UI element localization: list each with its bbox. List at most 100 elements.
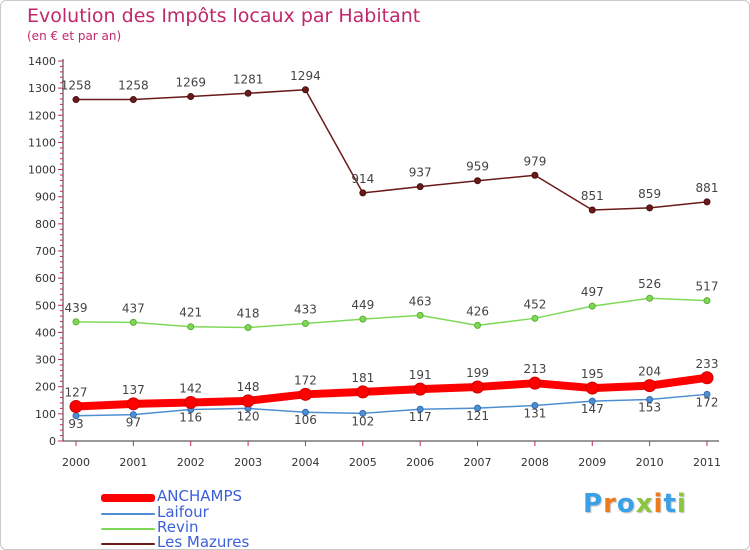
data-point-laifour bbox=[474, 404, 482, 412]
data-label-laifour: 106 bbox=[294, 413, 317, 427]
chart-title: Evolution des Impôts locaux par Habitant bbox=[27, 5, 421, 27]
data-label-revin: 418 bbox=[237, 307, 260, 321]
data-point-anchamps bbox=[643, 379, 657, 393]
proxiti-logo: Proxiti bbox=[583, 489, 687, 519]
y-tick-label: 700 bbox=[35, 245, 56, 258]
data-label-les-mazures: 859 bbox=[638, 187, 661, 201]
logo-letter: i bbox=[653, 489, 664, 519]
data-point-laifour bbox=[129, 411, 137, 419]
data-point-les-mazures bbox=[588, 206, 596, 214]
data-label-revin: 497 bbox=[581, 285, 604, 299]
data-label-les-mazures: 1258 bbox=[61, 79, 92, 93]
data-label-laifour: 116 bbox=[179, 411, 202, 425]
legend-label-anchamps: ANCHAMPS bbox=[157, 487, 243, 505]
data-point-revin bbox=[359, 315, 367, 323]
data-label-revin: 421 bbox=[179, 306, 202, 320]
data-label-anchamps: 172 bbox=[294, 373, 317, 387]
chart-subtitle: (en € et par an) bbox=[27, 29, 122, 43]
x-tick-label: 2008 bbox=[521, 456, 549, 469]
y-tick-label: 300 bbox=[35, 354, 56, 367]
y-tick-label: 100 bbox=[35, 408, 56, 421]
y-tick-label: 500 bbox=[35, 299, 56, 312]
data-label-laifour: 97 bbox=[126, 416, 141, 430]
data-point-les-mazures bbox=[301, 86, 309, 94]
data-point-laifour bbox=[588, 397, 596, 405]
x-tick-label: 2000 bbox=[62, 456, 90, 469]
data-point-anchamps bbox=[471, 380, 485, 394]
y-tick-label: 1200 bbox=[28, 109, 56, 122]
data-point-revin bbox=[646, 294, 654, 302]
data-label-revin: 463 bbox=[409, 294, 432, 308]
data-label-les-mazures: 937 bbox=[409, 166, 432, 180]
data-label-anchamps: 127 bbox=[65, 386, 88, 400]
data-label-les-mazures: 1269 bbox=[175, 76, 206, 90]
data-label-anchamps: 233 bbox=[696, 357, 719, 371]
series-line-anchamps bbox=[72, 373, 711, 411]
data-point-anchamps bbox=[356, 385, 370, 399]
y-tick-label: 900 bbox=[35, 191, 56, 204]
data-point-anchamps bbox=[126, 397, 140, 411]
data-label-les-mazures: 914 bbox=[351, 172, 374, 186]
data-label-anchamps: 181 bbox=[351, 371, 374, 385]
data-point-revin bbox=[588, 302, 596, 310]
data-label-les-mazures: 1281 bbox=[233, 72, 264, 86]
data-label-laifour: 121 bbox=[466, 409, 489, 423]
series-line-les-mazures bbox=[75, 89, 708, 211]
data-label-anchamps: 213 bbox=[523, 362, 546, 376]
data-label-laifour: 93 bbox=[68, 417, 83, 431]
legend-label-les-mazures: Les Mazures bbox=[157, 533, 250, 550]
data-point-anchamps bbox=[298, 387, 312, 401]
data-label-revin: 452 bbox=[523, 297, 546, 311]
y-tick-label: 1100 bbox=[28, 136, 56, 149]
data-label-anchamps: 142 bbox=[179, 381, 202, 395]
y-tick-label: 1300 bbox=[28, 82, 56, 95]
data-label-laifour: 102 bbox=[351, 414, 374, 428]
x-tick-label: 2001 bbox=[119, 456, 147, 469]
y-tick-label: 1000 bbox=[28, 164, 56, 177]
data-point-les-mazures bbox=[187, 93, 195, 101]
x-tick-label: 2005 bbox=[349, 456, 377, 469]
logo-letter: x bbox=[635, 489, 654, 519]
data-point-les-mazures bbox=[72, 96, 80, 104]
x-tick-label: 2003 bbox=[234, 456, 262, 469]
data-label-les-mazures: 851 bbox=[581, 189, 604, 203]
legend-label-laifour: Laifour bbox=[157, 503, 209, 521]
data-label-anchamps: 199 bbox=[466, 366, 489, 380]
x-tick-label: 2009 bbox=[578, 456, 606, 469]
x-tick-label: 2006 bbox=[406, 456, 434, 469]
data-point-anchamps bbox=[700, 371, 714, 385]
data-point-anchamps bbox=[585, 381, 599, 395]
logo-letter: r bbox=[603, 489, 617, 519]
data-point-laifour bbox=[646, 395, 654, 403]
data-label-anchamps: 191 bbox=[409, 368, 432, 382]
data-point-laifour bbox=[703, 390, 711, 398]
y-tick-label: 0 bbox=[49, 435, 56, 448]
data-point-laifour bbox=[531, 401, 539, 409]
data-label-anchamps: 204 bbox=[638, 365, 661, 379]
data-label-revin: 526 bbox=[638, 277, 661, 291]
data-point-les-mazures bbox=[244, 89, 252, 97]
data-label-revin: 433 bbox=[294, 302, 317, 316]
data-point-laifour bbox=[416, 405, 424, 413]
data-point-revin bbox=[531, 314, 539, 322]
logo-letter: P bbox=[583, 489, 604, 519]
x-tick-label: 2007 bbox=[464, 456, 492, 469]
data-label-laifour: 120 bbox=[237, 409, 260, 423]
data-point-les-mazures bbox=[359, 189, 367, 197]
data-label-revin: 439 bbox=[65, 301, 88, 315]
legend-swatch-anchamps bbox=[101, 494, 155, 502]
data-point-anchamps bbox=[69, 400, 83, 414]
data-point-anchamps bbox=[184, 395, 198, 409]
data-label-revin: 437 bbox=[122, 301, 145, 315]
data-point-revin bbox=[703, 297, 711, 305]
data-point-les-mazures bbox=[474, 177, 482, 185]
data-point-les-mazures bbox=[646, 204, 654, 212]
data-label-anchamps: 137 bbox=[122, 383, 145, 397]
data-point-anchamps bbox=[413, 382, 427, 396]
data-point-revin bbox=[244, 324, 252, 332]
x-tick-label: 2002 bbox=[177, 456, 205, 469]
data-label-les-mazures: 979 bbox=[523, 154, 546, 168]
data-point-revin bbox=[416, 311, 424, 319]
